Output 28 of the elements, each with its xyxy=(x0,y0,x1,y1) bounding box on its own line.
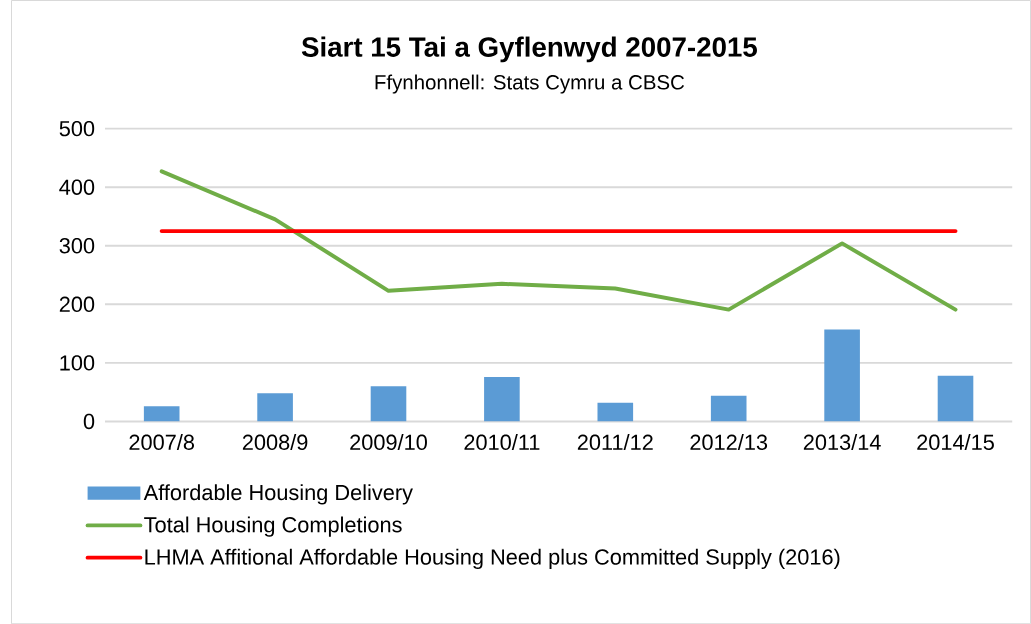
y-tick-label: 200 xyxy=(59,296,95,312)
x-tick-label: 2010/11 xyxy=(464,433,540,450)
y-tick-label: 0 xyxy=(83,413,95,430)
legend-label: LHMA Affitional Affordable Housing Need plus Committed Supply (2016) xyxy=(145,548,840,569)
y-tick-label: 300 xyxy=(59,237,95,254)
x-tick-label: 2008/9 xyxy=(242,433,308,450)
x-tick-label: 2013/14 xyxy=(803,433,881,450)
bar xyxy=(597,402,634,422)
legend-label: Total Housing Completions xyxy=(144,516,402,537)
bar xyxy=(484,376,520,422)
bar xyxy=(257,393,293,422)
x-tick-label: 2012/13 xyxy=(690,433,768,450)
x-tick-label: 2014/15 xyxy=(917,433,994,450)
line-series xyxy=(159,169,958,312)
chart-title: Siart 15 Tai a Gyflenwyd 2007-2015 xyxy=(301,36,757,63)
bar xyxy=(710,395,747,422)
bar xyxy=(143,406,180,422)
x-tick-label: 2007/8 xyxy=(129,433,195,450)
chart-subtitle: Ffynhonnell: Stats Cymru a CBSC xyxy=(375,74,685,94)
legend-label: Affordable Housing Delivery xyxy=(143,484,413,505)
x-tick-label: 2009/10 xyxy=(350,433,427,450)
bar xyxy=(937,375,974,422)
x-tick-label: 2011/12 xyxy=(577,433,653,450)
bar xyxy=(370,386,407,422)
y-tick-label: 400 xyxy=(59,179,95,195)
y-tick-label: 500 xyxy=(59,120,95,137)
bar xyxy=(824,329,860,422)
y-tick-label: 100 xyxy=(60,355,95,371)
